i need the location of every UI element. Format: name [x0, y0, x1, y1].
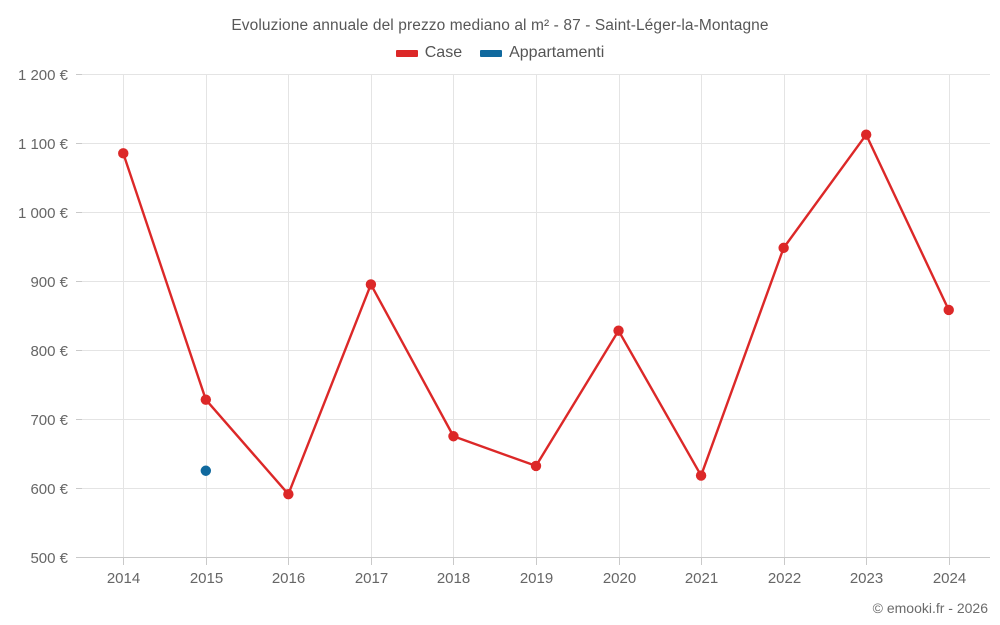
data-point-case[interactable] — [365, 279, 377, 290]
x-axis-tick-label: 2016 — [272, 570, 305, 587]
legend-swatch-appartamenti — [480, 49, 503, 57]
y-axis-tick-label: 700 € — [30, 412, 68, 429]
data-point-case[interactable] — [860, 129, 872, 140]
data-point-case[interactable] — [943, 304, 954, 316]
data-point-case[interactable] — [118, 148, 129, 159]
x-axis-tick-label: 2015 — [190, 570, 223, 587]
x-axis-tick-label: 2024 — [933, 570, 966, 587]
legend-label-case: Case — [424, 44, 463, 61]
legend-item-appartamenti[interactable]: Appartamenti — [480, 44, 604, 62]
data-point-case[interactable] — [695, 470, 707, 481]
y-axis-tick-label: 900 € — [30, 274, 68, 291]
legend-swatch-case — [395, 49, 418, 57]
data-point-appartamenti[interactable] — [200, 465, 212, 476]
data-point-markers — [118, 129, 954, 500]
chart-legend: Case Appartamenti — [0, 44, 1000, 62]
y-axis-tick-labels: 500 € 600 € 700 € 800 € 900 € 1 000 € 1 100 € 1… — [18, 67, 69, 567]
legend-label-appartamenti: Appartamenti — [509, 44, 605, 61]
x-axis-tick-label: 2023 — [850, 570, 883, 587]
y-axis-tick-label: 1 100 € — [18, 136, 69, 153]
grid-lines — [76, 74, 990, 565]
x-axis-tick-label: 2022 — [768, 570, 801, 587]
x-axis-tick-labels: 2014 2015 2016 2017 2018 2019 2020 2021 2022 2023… — [107, 570, 966, 587]
x-axis-tick-label: 2017 — [355, 570, 388, 587]
y-axis-tick-label: 600 € — [30, 481, 68, 498]
y-axis-tick-label: 800 € — [30, 343, 68, 360]
x-axis-tick-label: 2018 — [437, 570, 470, 587]
chart-credit: © emooki.fr - 2026 — [872, 600, 988, 616]
data-point-case[interactable] — [283, 489, 294, 500]
data-point-case[interactable] — [530, 460, 542, 472]
y-axis-tick-label: 1 000 € — [18, 205, 69, 222]
chart-title: Evoluzione annuale del prezzo mediano al… — [231, 17, 769, 34]
y-axis-tick-label: 1 200 € — [18, 67, 69, 84]
data-point-case[interactable] — [778, 242, 789, 254]
x-axis-tick-label: 2014 — [107, 570, 140, 587]
y-axis-tick-label: 500 € — [30, 550, 68, 567]
x-axis-tick-label: 2019 — [520, 570, 553, 587]
data-point-case[interactable] — [613, 325, 624, 336]
data-point-case[interactable] — [200, 394, 212, 405]
x-axis-tick-label: 2020 — [603, 570, 636, 587]
data-point-case[interactable] — [448, 431, 459, 442]
legend-item-case[interactable]: Case — [395, 44, 463, 62]
x-axis-tick-label: 2021 — [685, 570, 718, 587]
